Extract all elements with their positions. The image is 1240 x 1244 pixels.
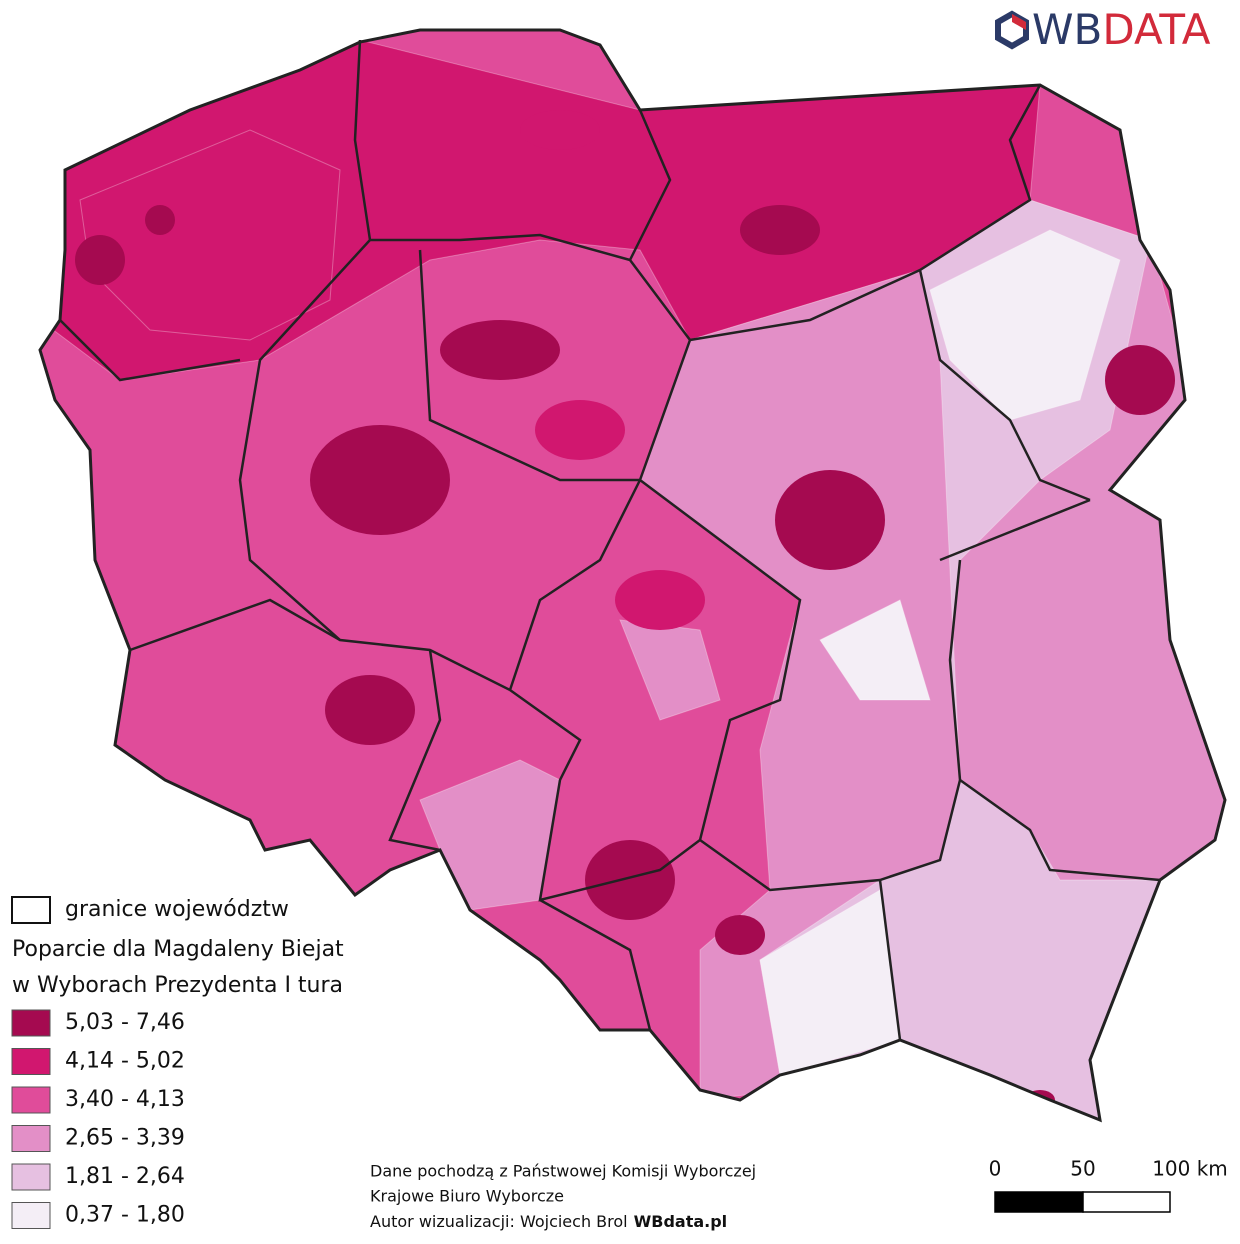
scale-segment [1082,1191,1171,1213]
region [1105,345,1175,415]
voivodeship-border [689,84,1042,342]
voivodeship-border [508,479,642,691]
voivodeship-border [388,649,442,852]
voivodeship-border [509,688,701,902]
site-link: WBdata.pl [634,1212,728,1231]
region [740,205,820,255]
region [520,110,600,150]
region [929,229,1121,421]
voivodeship-border [878,879,902,1041]
voivodeship-border [539,898,652,1031]
region [325,675,415,745]
author-text: Autor wizualizacji: Wojciech Brol [370,1212,628,1231]
legend-label: 2,65 - 3,39 [65,1126,185,1151]
legend-label: 0,37 - 1,80 [65,1203,185,1228]
legend-label: 5,03 - 7,46 [65,1010,185,1035]
legend-swatch [11,1048,51,1075]
legend-label: 4,14 - 5,02 [65,1049,185,1074]
voivodeship-border [939,498,1091,562]
scale-label: 100 km [1152,1157,1228,1181]
logo-text: WBDATA [1032,5,1211,54]
source-text: Dane pochodzą z Państwowej Komisji Wybor… [370,1162,756,1181]
author-line: Autor wizualizacji: Wojciech Brol WBdata.… [370,1212,727,1231]
scale-label: 0 [989,1157,1002,1181]
region [145,205,175,235]
legend-swatch [11,1086,51,1114]
legend-swatch [11,1163,51,1191]
boundary-swatch [11,896,51,924]
voivodeship-border [238,39,511,692]
legend-swatch [11,1202,51,1229]
region [819,599,931,701]
logo: WBDATA [995,5,1211,54]
region [615,570,705,630]
source-text: Krajowe Biuro Wyborcze [370,1187,564,1206]
legend-title: w Wyborach Prezydenta I tura [12,973,343,998]
region [440,320,560,380]
logo-data: DATA [1102,5,1210,54]
legend-swatch [11,1125,51,1152]
region [310,425,450,535]
choropleth-map [40,30,1225,1120]
region [75,235,125,285]
scale-label: 50 [1070,1157,1095,1181]
boundary-label: granice województw [65,897,289,922]
logo-icon-accent [1012,14,1026,30]
legend-label: 1,81 - 2,64 [65,1164,185,1189]
logo-wb: WB [1032,5,1102,54]
voivodeship-border [418,249,640,482]
legend: 5,03 - 7,46 4,14 - 5,02 3,40 - 4,13 2,65 - … [11,1009,185,1229]
voivodeship-border [59,319,241,382]
region [715,915,765,955]
voivodeship-border [370,233,631,262]
scale-segment [994,1191,1084,1213]
legend-label: 3,40 - 4,13 [65,1087,185,1112]
voivodeship-border [639,479,802,841]
scale-bar: 0 50 100 km [989,1157,1228,1213]
voivodeship-border [918,269,1091,502]
region [535,400,625,460]
region [585,840,675,920]
legend-swatch [11,1009,51,1037]
voivodeship-border [129,598,341,652]
voivodeship-borders [59,39,1161,1041]
legend-title: Poparcie dla Magdaleny Biejat [12,937,344,962]
voivodeship-border [699,559,962,892]
region [775,470,885,570]
voivodeship-border [959,778,1161,882]
